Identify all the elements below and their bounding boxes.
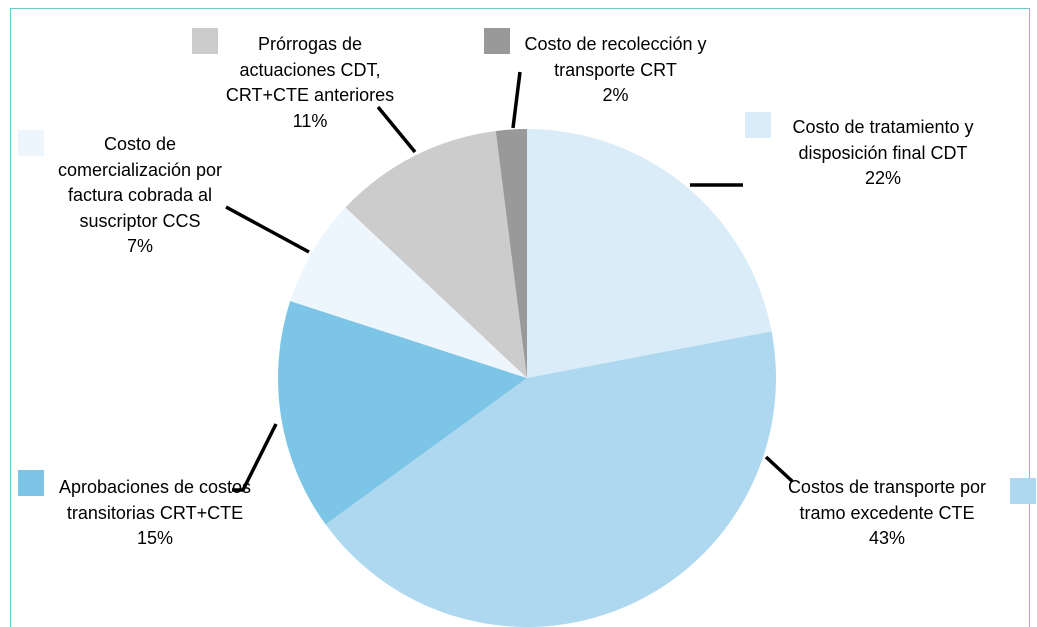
- leader-line: [511, 71, 522, 129]
- leader-line: [232, 423, 278, 492]
- value-label: 11%: [292, 110, 328, 131]
- slice-label: Costo de tratamiento y disposición final…: [778, 115, 988, 192]
- pie-slice: [290, 207, 527, 378]
- legend-swatch: [18, 130, 44, 156]
- pie-slice: [495, 129, 527, 378]
- value-label: 43%: [868, 528, 906, 548]
- category-name: Costo de comercialización por factura co…: [57, 134, 223, 231]
- leader-lines: [225, 71, 794, 492]
- category-name: Prórrogas de actuaciones CDT, CRT+CTE an…: [225, 34, 395, 105]
- value-label: 22%: [864, 168, 902, 188]
- legend-swatch: [18, 470, 44, 496]
- slice-label: Costos de transporte por tramo excedente…: [782, 475, 992, 552]
- legend-swatch: [192, 28, 218, 54]
- category-name: Costo de recolección y transporte CRT: [524, 34, 707, 80]
- value-label: 15%: [136, 528, 174, 548]
- slice-label: Prórrogas de actuaciones CDT, CRT+CTE an…: [210, 32, 410, 134]
- value-label: 7%: [126, 236, 153, 256]
- legend-swatch: [745, 112, 771, 138]
- leader-line: [376, 105, 417, 154]
- category-name: Aprobaciones de costos transitorias CRT+…: [58, 477, 252, 523]
- category-name: Costos de transporte por tramo excedente…: [787, 477, 987, 523]
- leader-line: [764, 455, 794, 483]
- pie-slice: [345, 130, 527, 378]
- slice-label: Costo de comercialización por factura co…: [35, 132, 245, 260]
- pie-slice: [325, 331, 776, 627]
- value-label: 2%: [602, 85, 629, 105]
- frame: [10, 8, 1030, 627]
- category-name: Costo de tratamiento y disposición final…: [792, 117, 974, 163]
- legend-swatch: [1010, 478, 1036, 504]
- slice-label: Costo de recolección y transporte CRT 2%: [508, 32, 723, 109]
- slice-label: Aprobaciones de costos transitorias CRT+…: [55, 475, 255, 552]
- legend-swatch: [484, 28, 510, 54]
- leader-line: [225, 205, 310, 254]
- pie-slice: [278, 301, 527, 525]
- pie-slice: [527, 129, 772, 378]
